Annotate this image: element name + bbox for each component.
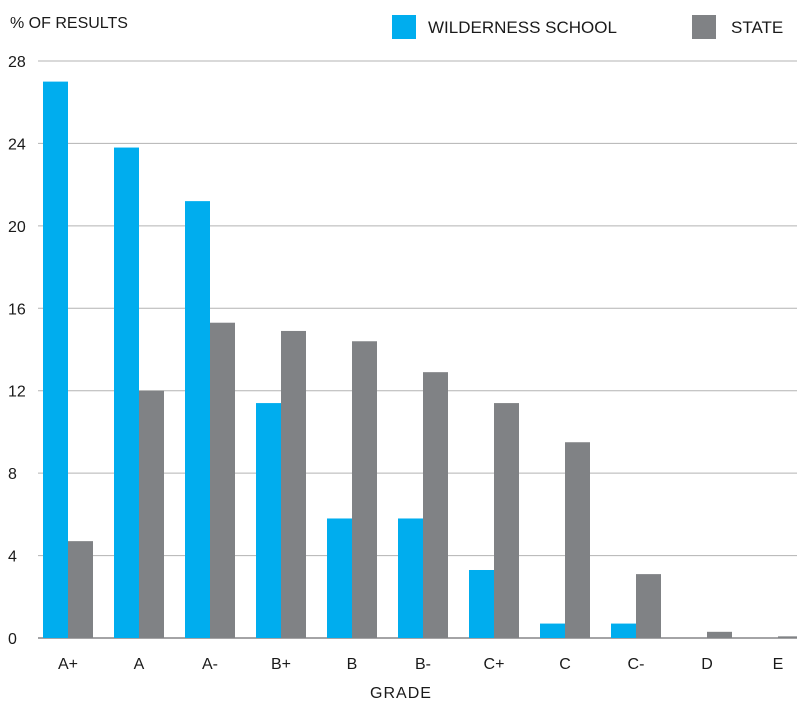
bar-state: [494, 403, 519, 638]
legend: WILDERNESS SCHOOL STATE: [392, 15, 783, 39]
legend-label-state: STATE: [731, 18, 783, 37]
bar-state: [281, 330, 306, 638]
x-tick-label: A+: [58, 656, 78, 673]
x-tick-label: D: [701, 656, 713, 673]
legend-swatch-state: [692, 15, 716, 39]
bar-wilderness: [327, 518, 352, 638]
bar-wilderness: [540, 623, 565, 638]
bar-wilderness: [43, 81, 68, 639]
bar-state: [565, 442, 590, 638]
y-tick-label: 28: [8, 54, 26, 71]
bar-wilderness: [398, 518, 423, 638]
bars: [43, 81, 797, 639]
bar-state: [352, 341, 377, 638]
legend-label-wilderness: WILDERNESS SCHOOL: [428, 18, 617, 37]
bar-state: [210, 322, 235, 638]
legend-swatch-wilderness: [392, 15, 416, 39]
y-tick-label: 0: [8, 631, 17, 648]
x-tick-label: A: [134, 656, 145, 673]
x-tick-label: E: [773, 656, 784, 673]
x-tick-label: A-: [202, 656, 218, 673]
x-axis-ticks: A+ A A- B+ B B- C+ C C- D E: [58, 656, 783, 673]
x-axis-title: GRADE: [370, 685, 432, 702]
gridlines: [38, 60, 797, 639]
bar-state: [778, 636, 797, 638]
y-tick-label: 16: [8, 301, 26, 318]
y-tick-label: 4: [8, 549, 17, 566]
bar-state: [636, 574, 661, 638]
y-tick-label: 20: [8, 219, 26, 236]
x-tick-label: C-: [628, 656, 645, 673]
bar-wilderness: [185, 201, 210, 638]
bar-state: [68, 541, 93, 638]
y-tick-label: 8: [8, 466, 17, 483]
bar-wilderness: [611, 623, 636, 638]
y-tick-label: 24: [8, 136, 26, 153]
x-tick-label: C: [559, 656, 571, 673]
bar-state: [707, 631, 732, 638]
x-tick-label: B: [347, 656, 358, 673]
y-axis-ticks: 0 4 8 12 16 20 24 28: [8, 54, 26, 648]
y-axis-title: % OF RESULTS: [10, 15, 128, 32]
bar-state: [139, 390, 164, 638]
y-tick-label: 12: [8, 384, 26, 401]
x-tick-label: B+: [271, 656, 291, 673]
bar-wilderness: [256, 403, 281, 638]
bar-wilderness: [469, 569, 494, 638]
bar-wilderness: [114, 147, 139, 639]
x-tick-label: C+: [484, 656, 505, 673]
x-tick-label: B-: [415, 656, 431, 673]
bar-state: [423, 372, 448, 638]
